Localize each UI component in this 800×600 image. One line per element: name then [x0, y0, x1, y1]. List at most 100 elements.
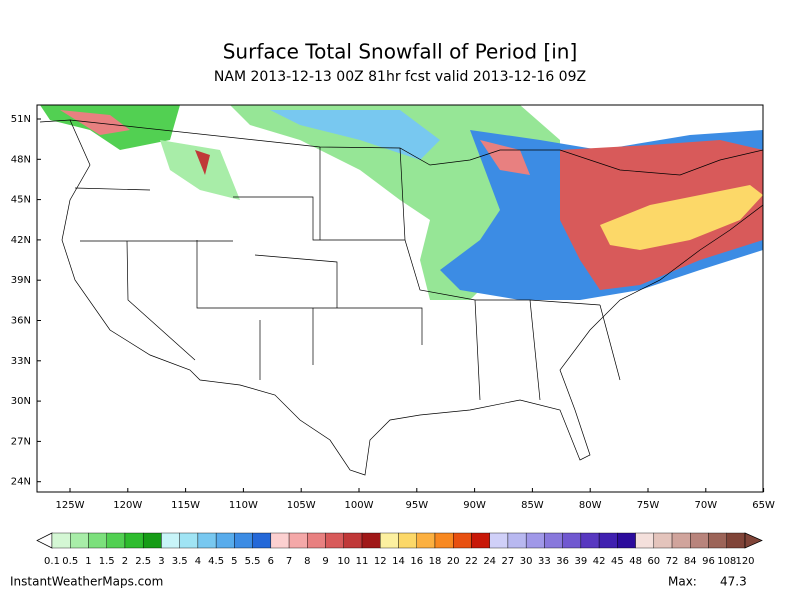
lon-label: 100W: [345, 500, 374, 511]
lat-label: 48N: [11, 154, 31, 165]
colorbar-label: 4.5: [208, 556, 224, 567]
colorbar-label: 96: [702, 556, 715, 567]
color-swatch: [51, 532, 71, 549]
lat-label: 30N: [11, 396, 31, 407]
lat-label: 42N: [11, 235, 31, 246]
colorbar-label: 3: [158, 556, 164, 567]
color-swatch: [361, 532, 381, 549]
color-swatch: [307, 532, 326, 549]
map-subtitle: NAM 2013-12-13 00Z 81hr fcst valid 2013-…: [214, 69, 586, 85]
color-swatch: [598, 532, 618, 549]
lon-label: 75W: [637, 500, 660, 511]
lat-label: 39N: [11, 275, 31, 286]
color-swatch: [471, 532, 490, 549]
color-swatch: [343, 532, 363, 549]
color-swatch: [142, 532, 162, 549]
color-swatch: [325, 532, 344, 549]
color-swatch: [507, 532, 527, 549]
color-swatch: [416, 532, 436, 549]
colorbar-label: 18: [429, 556, 442, 567]
colorbar-label: 30: [520, 556, 533, 567]
color-swatch: [434, 532, 454, 549]
color-swatch: [124, 532, 144, 549]
color-swatch: [708, 532, 727, 549]
colorbar-label: 9: [322, 556, 328, 567]
colorbar-label: 48: [629, 556, 642, 567]
color-swatch: [197, 532, 217, 549]
color-swatch: [617, 532, 636, 549]
colorbar-label: 0.5: [62, 556, 78, 567]
lat-label: 45N: [11, 195, 31, 206]
color-swatch: [252, 532, 272, 549]
colorbar-label: 4: [195, 556, 201, 567]
colorbar-label: 11: [356, 556, 369, 567]
colorbar-arrow: [36, 532, 53, 549]
color-swatch: [288, 532, 308, 549]
lat-label: 51N: [11, 114, 31, 125]
colorbar-label: 108: [717, 556, 736, 567]
colorbar-label: 3.5: [172, 556, 188, 567]
color-swatch: [525, 532, 545, 549]
max-value: 47.3: [720, 575, 747, 589]
colorbar-arrow: [744, 532, 763, 549]
map-title: Surface Total Snowfall of Period [in]: [223, 40, 578, 64]
colorbar-label: 16: [410, 556, 423, 567]
color-swatch: [270, 532, 290, 549]
lat-label: 33N: [11, 356, 31, 367]
color-swatch: [653, 532, 673, 549]
lat-label: 24N: [11, 477, 31, 488]
color-swatch: [562, 532, 582, 549]
lat-label: 27N: [11, 436, 31, 447]
footer: InstantWeatherMaps.com: [10, 575, 163, 589]
colorbar-label: 2: [122, 556, 128, 567]
colorbar-label: 45: [611, 556, 624, 567]
lon-label: 95W: [405, 500, 428, 511]
lon-label: 85W: [521, 500, 544, 511]
lon-label: 105W: [287, 500, 316, 511]
color-swatch: [690, 532, 709, 549]
colorbar-label: 42: [593, 556, 606, 567]
color-swatch: [544, 532, 563, 549]
colorbar-label: 120: [735, 556, 754, 567]
colorbar-label: 27: [502, 556, 515, 567]
colorbar-label: 36: [556, 556, 569, 567]
color-swatch: [635, 532, 655, 549]
map-area: [36, 104, 764, 493]
colorbar-label: 39: [575, 556, 588, 567]
color-swatch: [88, 532, 107, 549]
colorbar-label: 33: [538, 556, 551, 567]
lon-label: 125W: [56, 500, 85, 511]
colorbar-label: 84: [684, 556, 697, 567]
colorbar-label: 24: [483, 556, 496, 567]
color-swatch: [453, 532, 472, 549]
color-swatch: [398, 532, 417, 549]
colorbar-label: 5.5: [245, 556, 261, 567]
lat-label: 36N: [11, 316, 31, 327]
colorbar-label: 7: [286, 556, 292, 567]
colorbar-label: 14: [392, 556, 405, 567]
color-swatch: [70, 532, 89, 549]
lon-label: 65W: [752, 500, 775, 511]
color-swatch: [726, 532, 746, 549]
lon-label: 115W: [171, 500, 200, 511]
colorbar-label: 20: [447, 556, 460, 567]
lon-label: 110W: [229, 500, 258, 511]
color-swatch: [380, 532, 399, 549]
colorbar-label: 12: [374, 556, 387, 567]
color-swatch: [179, 532, 199, 549]
lon-label: 70W: [694, 500, 717, 511]
color-swatch: [671, 532, 691, 549]
colorbar-label: 0.1: [44, 556, 60, 567]
color-swatch: [215, 532, 235, 549]
colorbar-label: 10: [337, 556, 350, 567]
color-swatch: [106, 532, 126, 549]
lon-label: 90W: [463, 500, 486, 511]
lon-label: 120W: [113, 500, 142, 511]
colorbar-label: 6: [268, 556, 274, 567]
color-swatch: [580, 532, 600, 549]
max-label: Max:: [668, 575, 697, 589]
color-swatch: [489, 532, 509, 549]
colorbar-label: 60: [647, 556, 660, 567]
colorbar-label: 72: [666, 556, 679, 567]
